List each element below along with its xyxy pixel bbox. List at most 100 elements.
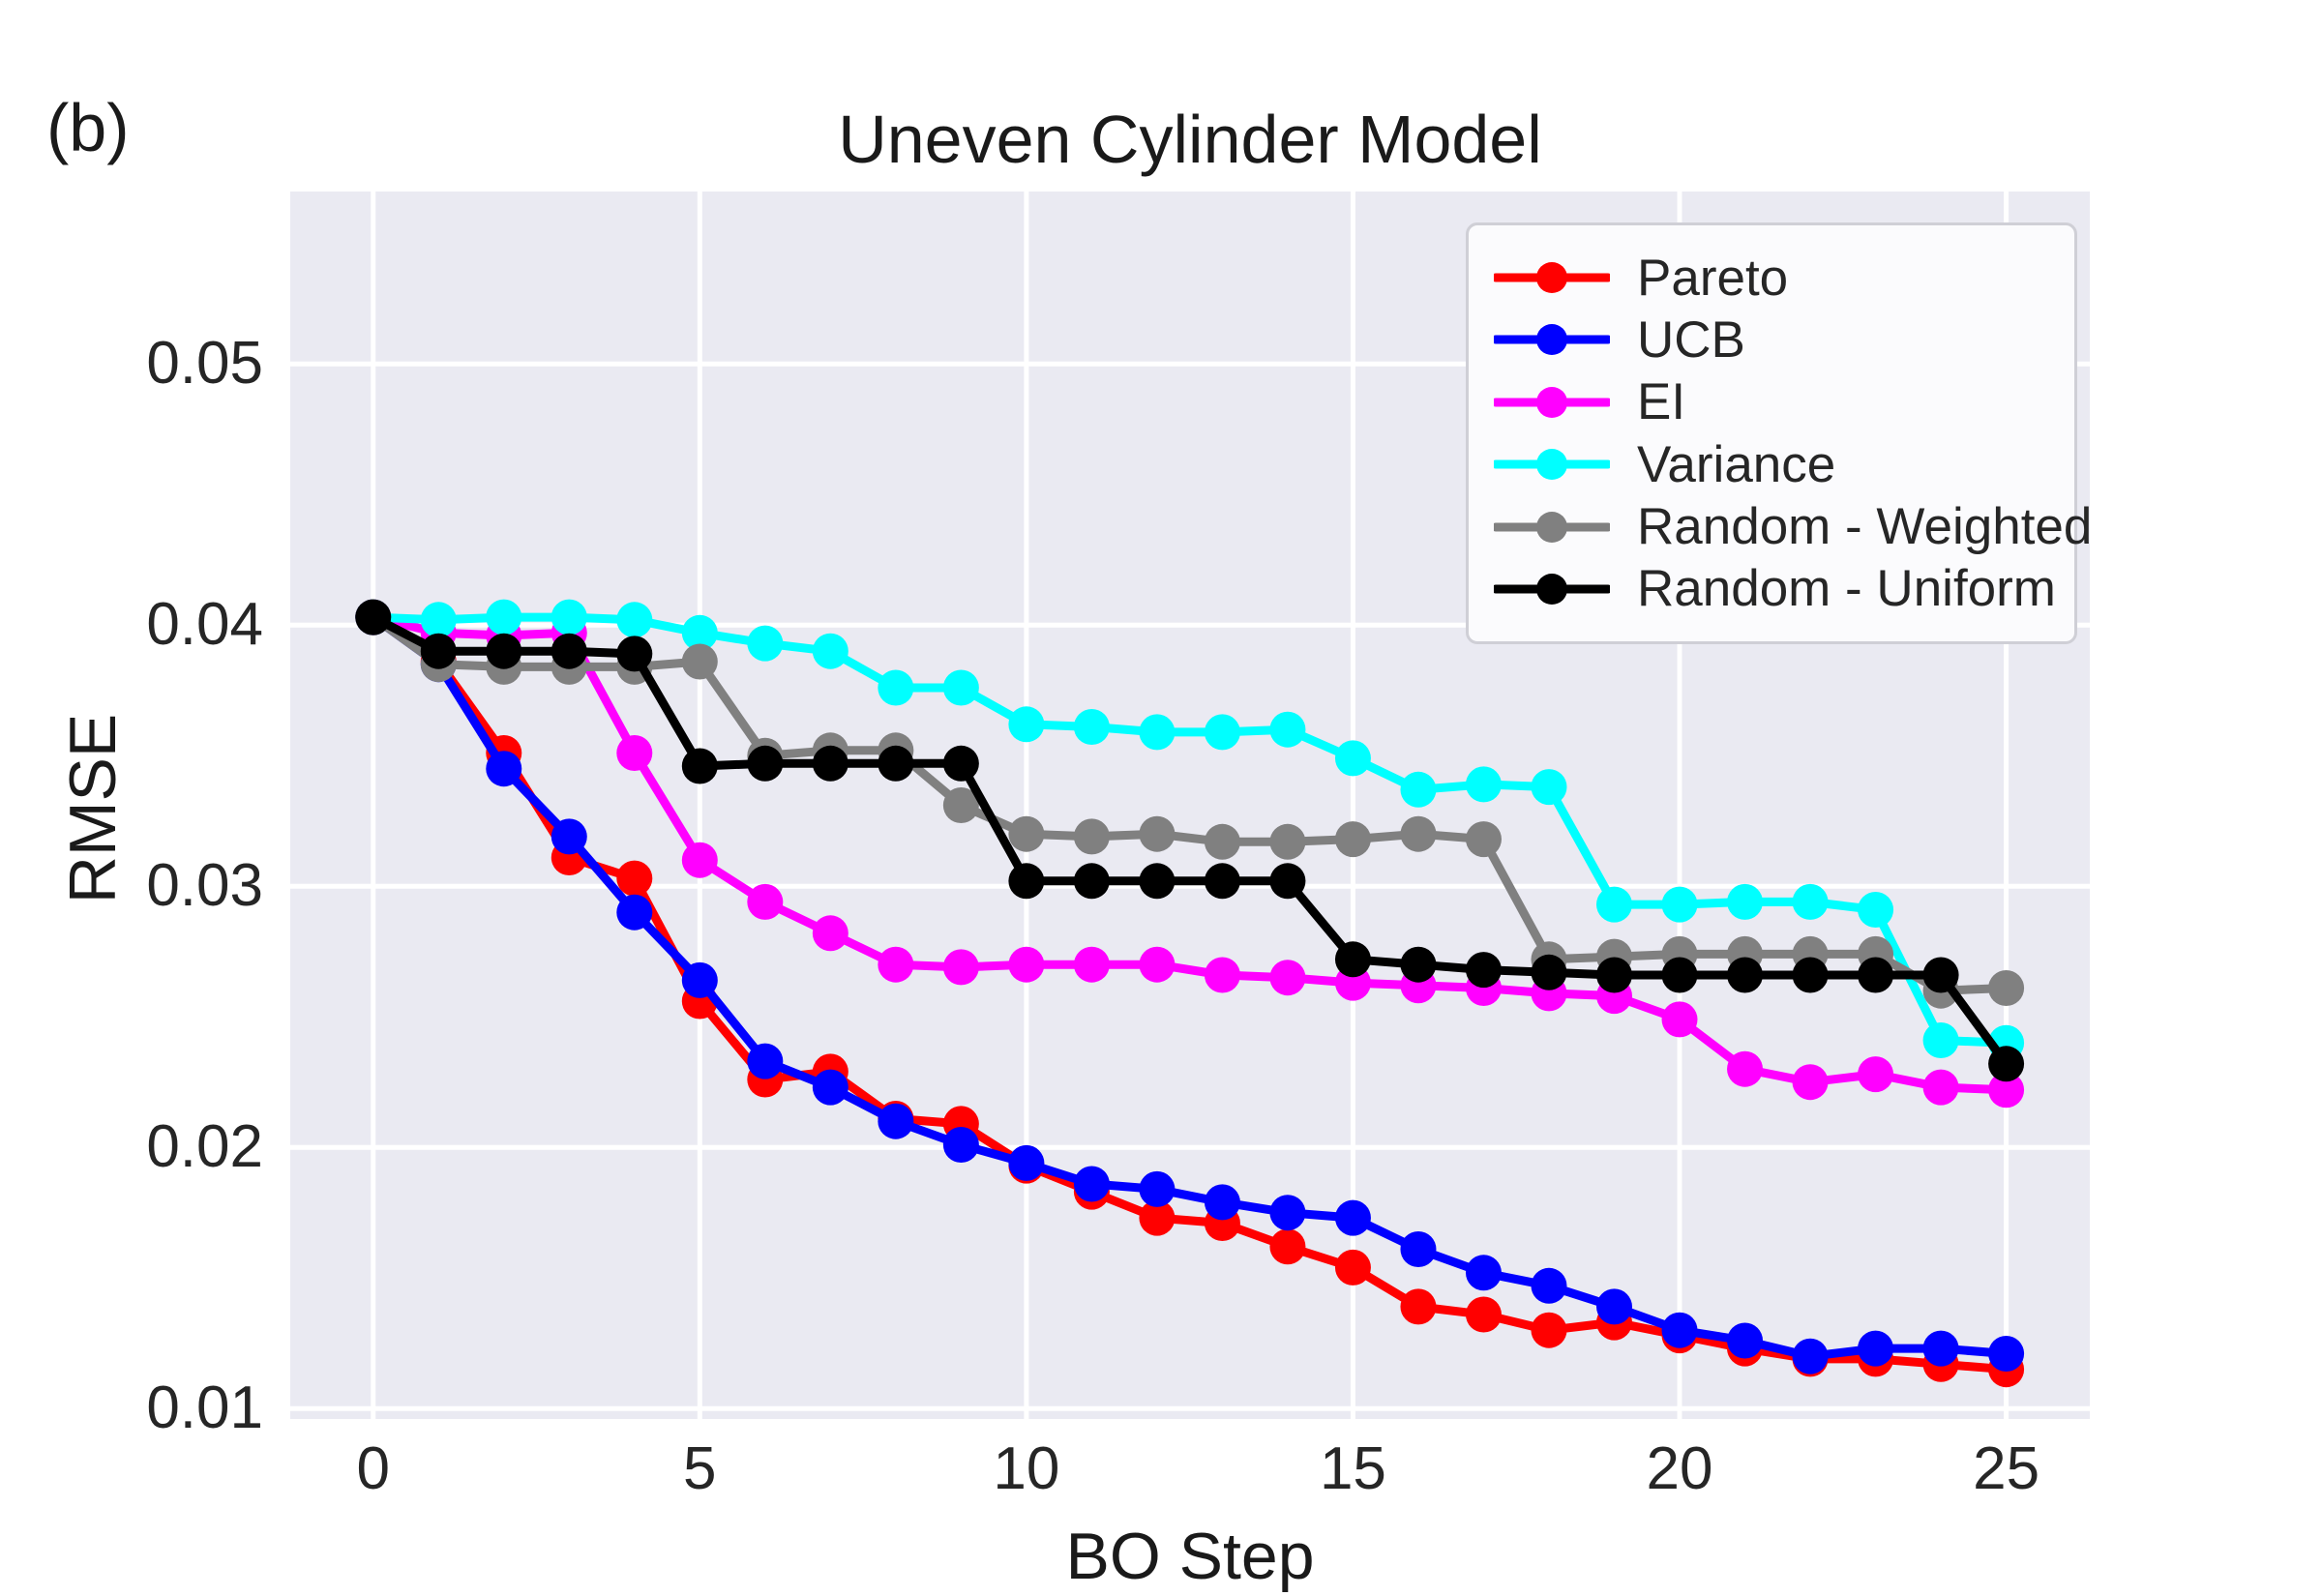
data-point	[1008, 815, 1045, 852]
data-point	[1269, 960, 1306, 996]
legend: Pareto UCB EI Variance Random - Weighted Rand…	[1466, 222, 2092, 644]
data-point	[1988, 1336, 2025, 1372]
data-point	[1073, 946, 1110, 983]
series-ucb	[355, 599, 2025, 1374]
data-point	[1400, 815, 1437, 852]
data-point	[878, 1103, 914, 1139]
x-tick-label: 20	[1646, 1435, 1713, 1502]
data-point	[1334, 941, 1371, 978]
data-point	[1922, 957, 1959, 993]
data-point	[1661, 1312, 1698, 1348]
legend-line-marker-icon	[1494, 324, 1610, 356]
data-point	[1334, 740, 1371, 777]
x-tick-label: 5	[683, 1435, 717, 1502]
data-point	[747, 883, 784, 920]
legend-line-marker-icon	[1494, 449, 1610, 481]
data-point	[1792, 957, 1829, 993]
data-point	[616, 735, 653, 771]
data-point	[681, 643, 718, 680]
data-point	[1334, 1249, 1371, 1286]
data-point	[616, 894, 653, 931]
data-point	[1727, 1322, 1764, 1359]
y-tick-label: 0.01	[146, 1374, 263, 1442]
data-point	[1334, 821, 1371, 858]
data-point	[1269, 1195, 1306, 1231]
legend-label: Random - Weighted	[1637, 498, 2093, 556]
x-tick-label: 15	[1319, 1435, 1386, 1502]
data-point	[1792, 883, 1829, 920]
data-point	[1922, 1330, 1959, 1367]
legend-item: Random - Weighted	[1494, 498, 2092, 556]
data-point	[1531, 1267, 1567, 1304]
data-point	[551, 633, 587, 669]
data-point	[1727, 1050, 1764, 1087]
data-point	[1922, 1069, 1959, 1106]
data-point	[1596, 957, 1633, 993]
legend-label: Variance	[1637, 435, 1836, 493]
data-point	[551, 599, 587, 635]
data-point	[747, 625, 784, 662]
series-random-weighted	[355, 599, 2025, 1009]
data-point	[486, 599, 522, 635]
data-point	[1204, 957, 1240, 993]
data-point	[1139, 714, 1176, 751]
data-point	[1661, 886, 1698, 923]
data-point	[1269, 711, 1306, 748]
legend-line-marker-icon	[1494, 386, 1610, 418]
legend-item: Pareto	[1494, 249, 2049, 307]
data-point	[1858, 1056, 1894, 1093]
data-point	[747, 745, 784, 782]
data-point	[878, 946, 914, 983]
data-point	[1139, 815, 1176, 852]
data-point	[1269, 823, 1306, 860]
data-point	[942, 787, 979, 823]
data-point	[1661, 957, 1698, 993]
data-point	[1400, 946, 1437, 983]
data-point	[1073, 863, 1110, 900]
data-point	[681, 614, 718, 651]
legend-label: Pareto	[1637, 249, 1789, 307]
x-tick-label: 25	[1973, 1435, 2040, 1502]
data-point	[616, 635, 653, 672]
data-point	[1596, 1288, 1633, 1325]
data-point	[878, 669, 914, 706]
data-point	[1073, 709, 1110, 745]
data-point	[942, 949, 979, 986]
data-point	[1858, 957, 1894, 993]
data-point	[551, 818, 587, 855]
data-point	[1269, 1228, 1306, 1265]
data-point	[1727, 957, 1764, 993]
data-point	[1531, 954, 1567, 990]
data-point	[878, 745, 914, 782]
legend-line-marker-icon	[1494, 262, 1610, 293]
x-tick-label: 0	[356, 1435, 390, 1502]
data-point	[1008, 863, 1045, 900]
data-point	[1073, 1166, 1110, 1202]
data-point	[1596, 886, 1633, 923]
data-point	[355, 599, 392, 635]
data-point	[1204, 823, 1240, 860]
data-point	[1531, 769, 1567, 806]
data-point	[942, 745, 979, 782]
data-point	[1139, 946, 1176, 983]
data-point	[1139, 1199, 1176, 1236]
chart-title: Uneven Cylinder Model	[838, 102, 1542, 177]
data-point	[812, 915, 848, 952]
data-point	[1792, 1338, 1829, 1374]
data-point	[1465, 952, 1502, 989]
series-random-uniform	[355, 599, 2025, 1082]
data-point	[1792, 1064, 1829, 1101]
data-point	[1269, 863, 1306, 900]
legend-line-marker-icon	[1494, 573, 1610, 605]
data-point	[1073, 818, 1110, 855]
data-point	[1858, 1330, 1894, 1367]
data-point	[1204, 714, 1240, 751]
y-tick-label: 0.04	[146, 591, 263, 659]
legend-label: UCB	[1637, 310, 1745, 369]
data-point	[420, 602, 457, 638]
panel-label: (b)	[46, 90, 130, 165]
data-point	[1008, 706, 1045, 743]
x-axis-label: BO Step	[1065, 1520, 1315, 1593]
data-point	[1139, 1170, 1176, 1207]
data-point	[1922, 1022, 1959, 1058]
